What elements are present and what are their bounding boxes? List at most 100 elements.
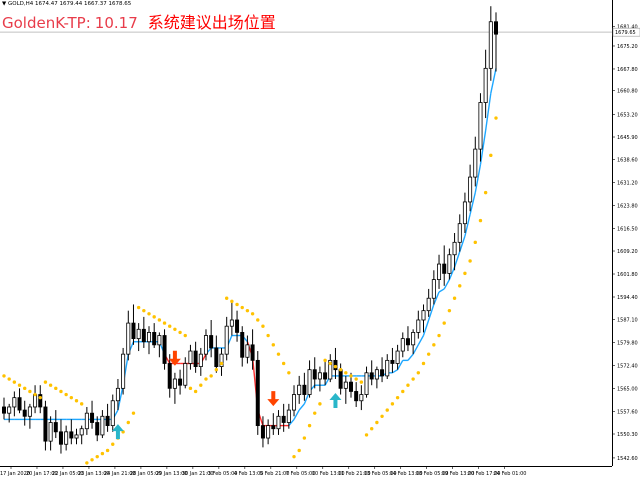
sar-dot <box>168 324 172 328</box>
sar-dot <box>173 327 177 332</box>
x-tick-label: 24 Jan 21:00 <box>104 471 136 477</box>
candle-body <box>58 431 63 445</box>
x-tick-label: 17 Jan 2020 <box>0 471 30 477</box>
sar-dot <box>349 374 353 378</box>
x-tick-label: 20 Jan 17:00 <box>26 471 58 477</box>
sar-dot <box>136 305 141 310</box>
x-tick-label: 3 Feb 05:00 <box>208 471 238 477</box>
sar-dot <box>69 395 74 400</box>
candle-body <box>90 412 95 423</box>
sar-dot <box>318 402 322 406</box>
x-tick-label: 5 Feb 21:00 <box>260 471 290 477</box>
sar-dot <box>354 377 358 381</box>
candle-body <box>405 338 410 346</box>
sar-dot <box>131 411 136 415</box>
y-tick-label: 1550.30 <box>617 432 638 438</box>
sar-dot <box>302 436 307 440</box>
candle-body <box>426 297 431 312</box>
candle-body <box>421 310 426 321</box>
sar-dot <box>370 427 374 431</box>
candle-body <box>126 322 131 355</box>
x-tick-label: 19 Feb 13:00 <box>442 471 475 477</box>
sar-dot <box>204 377 208 381</box>
buy-arrow-icon <box>111 424 124 440</box>
candle-body <box>328 359 333 380</box>
sell-arrow-icon <box>267 391 280 407</box>
candle-body <box>312 369 317 380</box>
sar-dot <box>421 361 426 366</box>
sar-dot <box>406 383 410 387</box>
candle-body <box>74 434 79 439</box>
sar-dot <box>333 364 338 369</box>
candle-body <box>457 223 462 243</box>
candle-body <box>100 415 105 436</box>
y-tick-label: 1631.20 <box>617 181 638 187</box>
sar-dot <box>380 414 384 418</box>
sar-dot <box>323 358 327 363</box>
candle-body <box>105 415 110 427</box>
candle-body <box>266 425 271 439</box>
indicator-name: GoldenK-TP: <box>2 14 91 32</box>
candle-body <box>276 415 281 430</box>
sar-dot <box>152 315 156 319</box>
sar-dot <box>250 312 255 316</box>
y-tick-label: 1579.80 <box>617 340 638 346</box>
candle-body <box>307 369 312 395</box>
y-tick-label: 1542.60 <box>617 456 638 462</box>
sar-dot <box>437 333 441 338</box>
sar-dot <box>401 389 405 394</box>
x-tick-label: 13 Feb 05:00 <box>364 471 397 477</box>
y-tick-label: 1645.90 <box>617 135 638 141</box>
trend-line-segment <box>443 279 451 290</box>
sar-dot <box>162 321 167 325</box>
sar-dot <box>426 352 431 356</box>
trend-line-segment <box>438 288 445 293</box>
x-tick-label: 28 Jan 05:00 <box>130 471 162 477</box>
sar-dot <box>100 451 105 456</box>
y-tick-label: 1594.40 <box>617 295 638 301</box>
sar-dot <box>17 383 22 387</box>
sar-dot <box>395 395 400 400</box>
indicator-signal: GoldenK-TP: 10.17 系统建议出场位置 <box>2 12 276 34</box>
trend-line-segment <box>396 360 404 371</box>
candle-body <box>121 353 126 389</box>
candle-body <box>131 322 136 340</box>
y-tick-label: 1557.60 <box>617 409 638 415</box>
sar-dot <box>328 361 332 366</box>
sar-dot <box>193 389 198 394</box>
candle-body <box>43 406 48 442</box>
trend-line-segment <box>117 385 124 411</box>
sar-dot <box>468 259 472 263</box>
candle-body <box>162 335 167 364</box>
y-tick-label: 1565.00 <box>617 386 638 392</box>
exit-suggestion-text: 系统建议出场位置 <box>147 13 276 32</box>
candle-body <box>178 378 183 386</box>
sar-dot <box>43 380 48 384</box>
candle-body <box>229 319 234 327</box>
candle-body <box>147 332 152 343</box>
sar-dot <box>214 367 219 372</box>
x-tick-label: 24 Feb 01:00 <box>494 471 527 477</box>
sar-dot <box>79 402 84 406</box>
x-tick-label: 29 Jan 13:00 <box>156 471 188 477</box>
x-tick-label: 14 Feb 13:00 <box>390 471 423 477</box>
y-tick-label: 1601.80 <box>617 272 638 278</box>
candle-body <box>2 406 7 414</box>
y-tick-label: 1660.80 <box>617 89 638 95</box>
sar-dot <box>271 343 276 347</box>
sar-dot <box>364 433 369 437</box>
candle-body <box>416 319 421 333</box>
sar-dot <box>385 408 389 412</box>
candle-body <box>193 350 198 367</box>
candle-body <box>183 363 188 386</box>
candle-body <box>369 372 374 380</box>
trend-line-segment <box>484 93 492 131</box>
sar-dot <box>85 461 89 465</box>
sar-dot <box>111 442 115 446</box>
x-tick-label: 23 Jan 13:00 <box>78 471 110 477</box>
trend-line-segment <box>298 403 305 411</box>
sar-dot <box>59 389 63 394</box>
